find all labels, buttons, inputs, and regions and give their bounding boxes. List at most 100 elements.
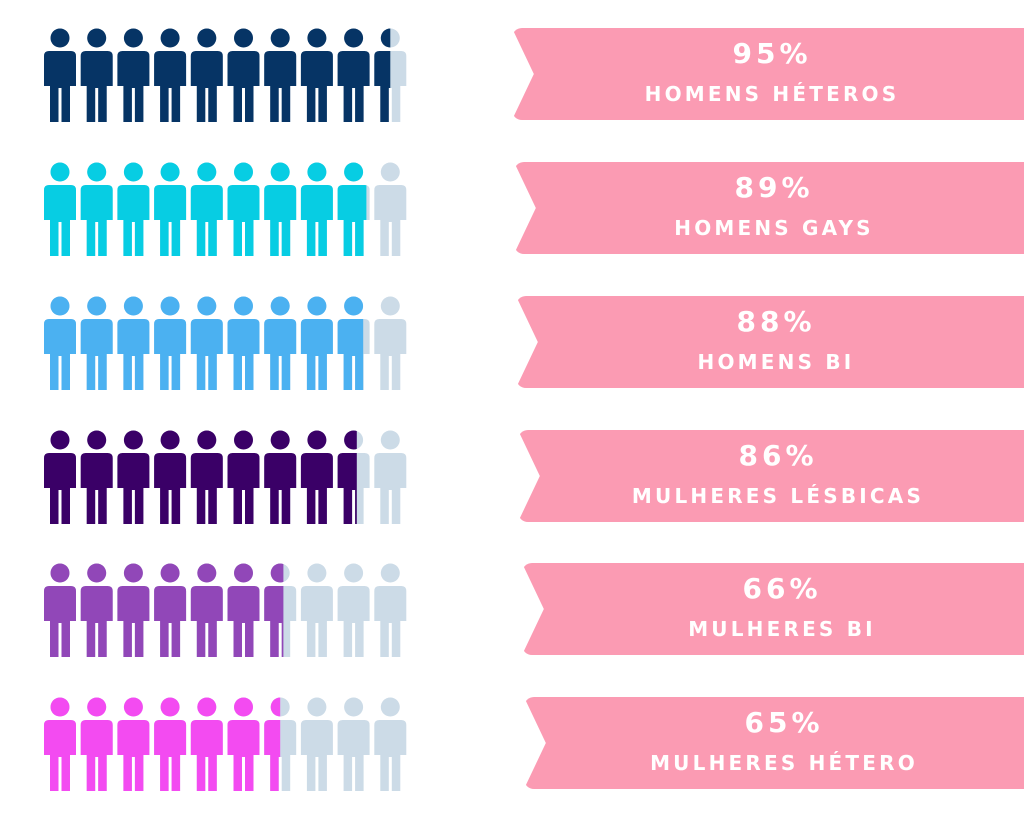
person-icon-filled	[80, 430, 113, 524]
pictogram-figures	[44, 430, 414, 526]
person-icon-filled	[44, 430, 76, 524]
person-icon-empty	[337, 697, 370, 791]
person-icon-filled	[44, 697, 76, 791]
person-icon-filled	[337, 296, 364, 390]
person-icon-filled	[117, 430, 150, 524]
person-icon-filled	[264, 162, 297, 256]
filled-person-icons	[44, 296, 364, 390]
person-icon-empty	[374, 296, 407, 390]
person-icon-filled	[44, 28, 76, 122]
value-ribbon: 88% HOMENS BI	[516, 296, 1024, 388]
person-icon-filled	[227, 697, 260, 791]
person-icon-filled	[227, 563, 260, 657]
category-label: MULHERES LÉSBICAS	[631, 484, 925, 508]
value-ribbon: 86% MULHERES LÉSBICAS	[518, 430, 1024, 522]
pictogram-svg	[44, 697, 407, 791]
person-icon-filled	[337, 430, 357, 524]
person-icon-filled	[227, 296, 260, 390]
person-icon-empty	[374, 697, 407, 791]
data-label-percent: 95%	[732, 37, 812, 70]
filled-person-icons	[44, 28, 391, 122]
person-icon-filled	[154, 28, 187, 122]
filled-person-icons	[44, 430, 357, 524]
person-icon-empty	[374, 563, 407, 657]
chart-row: 66% MULHERES BI	[0, 563, 1024, 659]
person-icon-filled	[337, 28, 370, 122]
person-icon-filled	[190, 697, 223, 791]
pictogram-figures	[44, 563, 414, 659]
person-icon-filled	[154, 697, 187, 791]
person-icon-filled	[80, 697, 113, 791]
person-icon-filled	[300, 28, 333, 122]
category-label: HOMENS HÉTEROS	[644, 82, 900, 106]
chart-row: 86% MULHERES LÉSBICAS	[0, 430, 1024, 526]
person-icon-filled	[300, 162, 333, 256]
pictogram-svg	[44, 296, 407, 390]
chart-row: 95% HOMENS HÉTEROS	[0, 28, 1024, 124]
person-icon-filled	[44, 162, 76, 256]
person-icon-filled	[154, 296, 187, 390]
pictogram-svg	[44, 563, 407, 657]
person-icon-filled	[227, 28, 260, 122]
pictogram-svg	[44, 162, 407, 256]
chart-row: 88% HOMENS BI	[0, 296, 1024, 392]
data-label-percent: 89%	[734, 171, 814, 204]
person-icon-filled	[337, 162, 367, 256]
person-icon-filled	[44, 296, 76, 390]
data-label-percent: 88%	[736, 305, 816, 338]
value-ribbon: 66% MULHERES BI	[522, 563, 1024, 655]
data-label-percent: 86%	[738, 439, 818, 472]
person-icon-filled	[300, 430, 333, 524]
person-icon-filled	[117, 697, 150, 791]
filled-person-icons	[44, 162, 367, 256]
filled-person-icons	[44, 563, 284, 657]
category-label: MULHERES HÉTERO	[650, 751, 918, 775]
person-icon-filled	[154, 430, 187, 524]
category-label: HOMENS BI	[697, 350, 855, 374]
person-icon-filled	[80, 162, 113, 256]
person-icon-empty	[374, 162, 407, 256]
chart-row: 65% MULHERES HÉTERO	[0, 697, 1024, 793]
data-label-percent: 66%	[742, 572, 822, 605]
value-ribbon: 65% MULHERES HÉTERO	[524, 697, 1024, 789]
value-ribbon: 95% HOMENS HÉTEROS	[512, 28, 1024, 120]
pictogram-svg	[44, 28, 407, 122]
person-icon-filled	[117, 28, 150, 122]
person-icon-empty	[300, 563, 333, 657]
person-icon-filled	[154, 162, 187, 256]
person-icon-filled	[80, 28, 113, 122]
category-label: MULHERES BI	[688, 617, 876, 641]
person-icon-filled	[264, 430, 297, 524]
person-icon-filled	[190, 430, 223, 524]
pictogram-figures	[44, 697, 414, 793]
person-icon-filled	[190, 162, 223, 256]
value-ribbon: 89% HOMENS GAYS	[514, 162, 1024, 254]
person-icon-filled	[154, 563, 187, 657]
person-icon-filled	[227, 430, 260, 524]
person-icon-filled	[190, 296, 223, 390]
person-icon-filled	[264, 28, 297, 122]
person-icon-filled	[374, 28, 391, 122]
person-icon-filled	[264, 563, 284, 657]
data-label-percent: 65%	[744, 706, 824, 739]
person-icon-filled	[264, 296, 297, 390]
filled-person-icons	[44, 697, 281, 791]
category-label: HOMENS GAYS	[674, 216, 874, 240]
person-icon-filled	[80, 563, 113, 657]
person-icon-filled	[264, 697, 281, 791]
pictogram-svg	[44, 430, 407, 524]
person-icon-filled	[190, 28, 223, 122]
person-icon-filled	[190, 563, 223, 657]
person-icon-filled	[117, 563, 150, 657]
pictogram-figures	[44, 28, 414, 124]
chart-row: 89% HOMENS GAYS	[0, 162, 1024, 258]
person-icon-filled	[227, 162, 260, 256]
person-icon-filled	[44, 563, 76, 657]
person-icon-empty	[300, 697, 333, 791]
pictogram-figures	[44, 296, 414, 392]
pictogram-figures	[44, 162, 414, 258]
person-icon-empty	[337, 563, 370, 657]
person-icon-filled	[117, 162, 150, 256]
person-icon-empty	[374, 430, 407, 524]
